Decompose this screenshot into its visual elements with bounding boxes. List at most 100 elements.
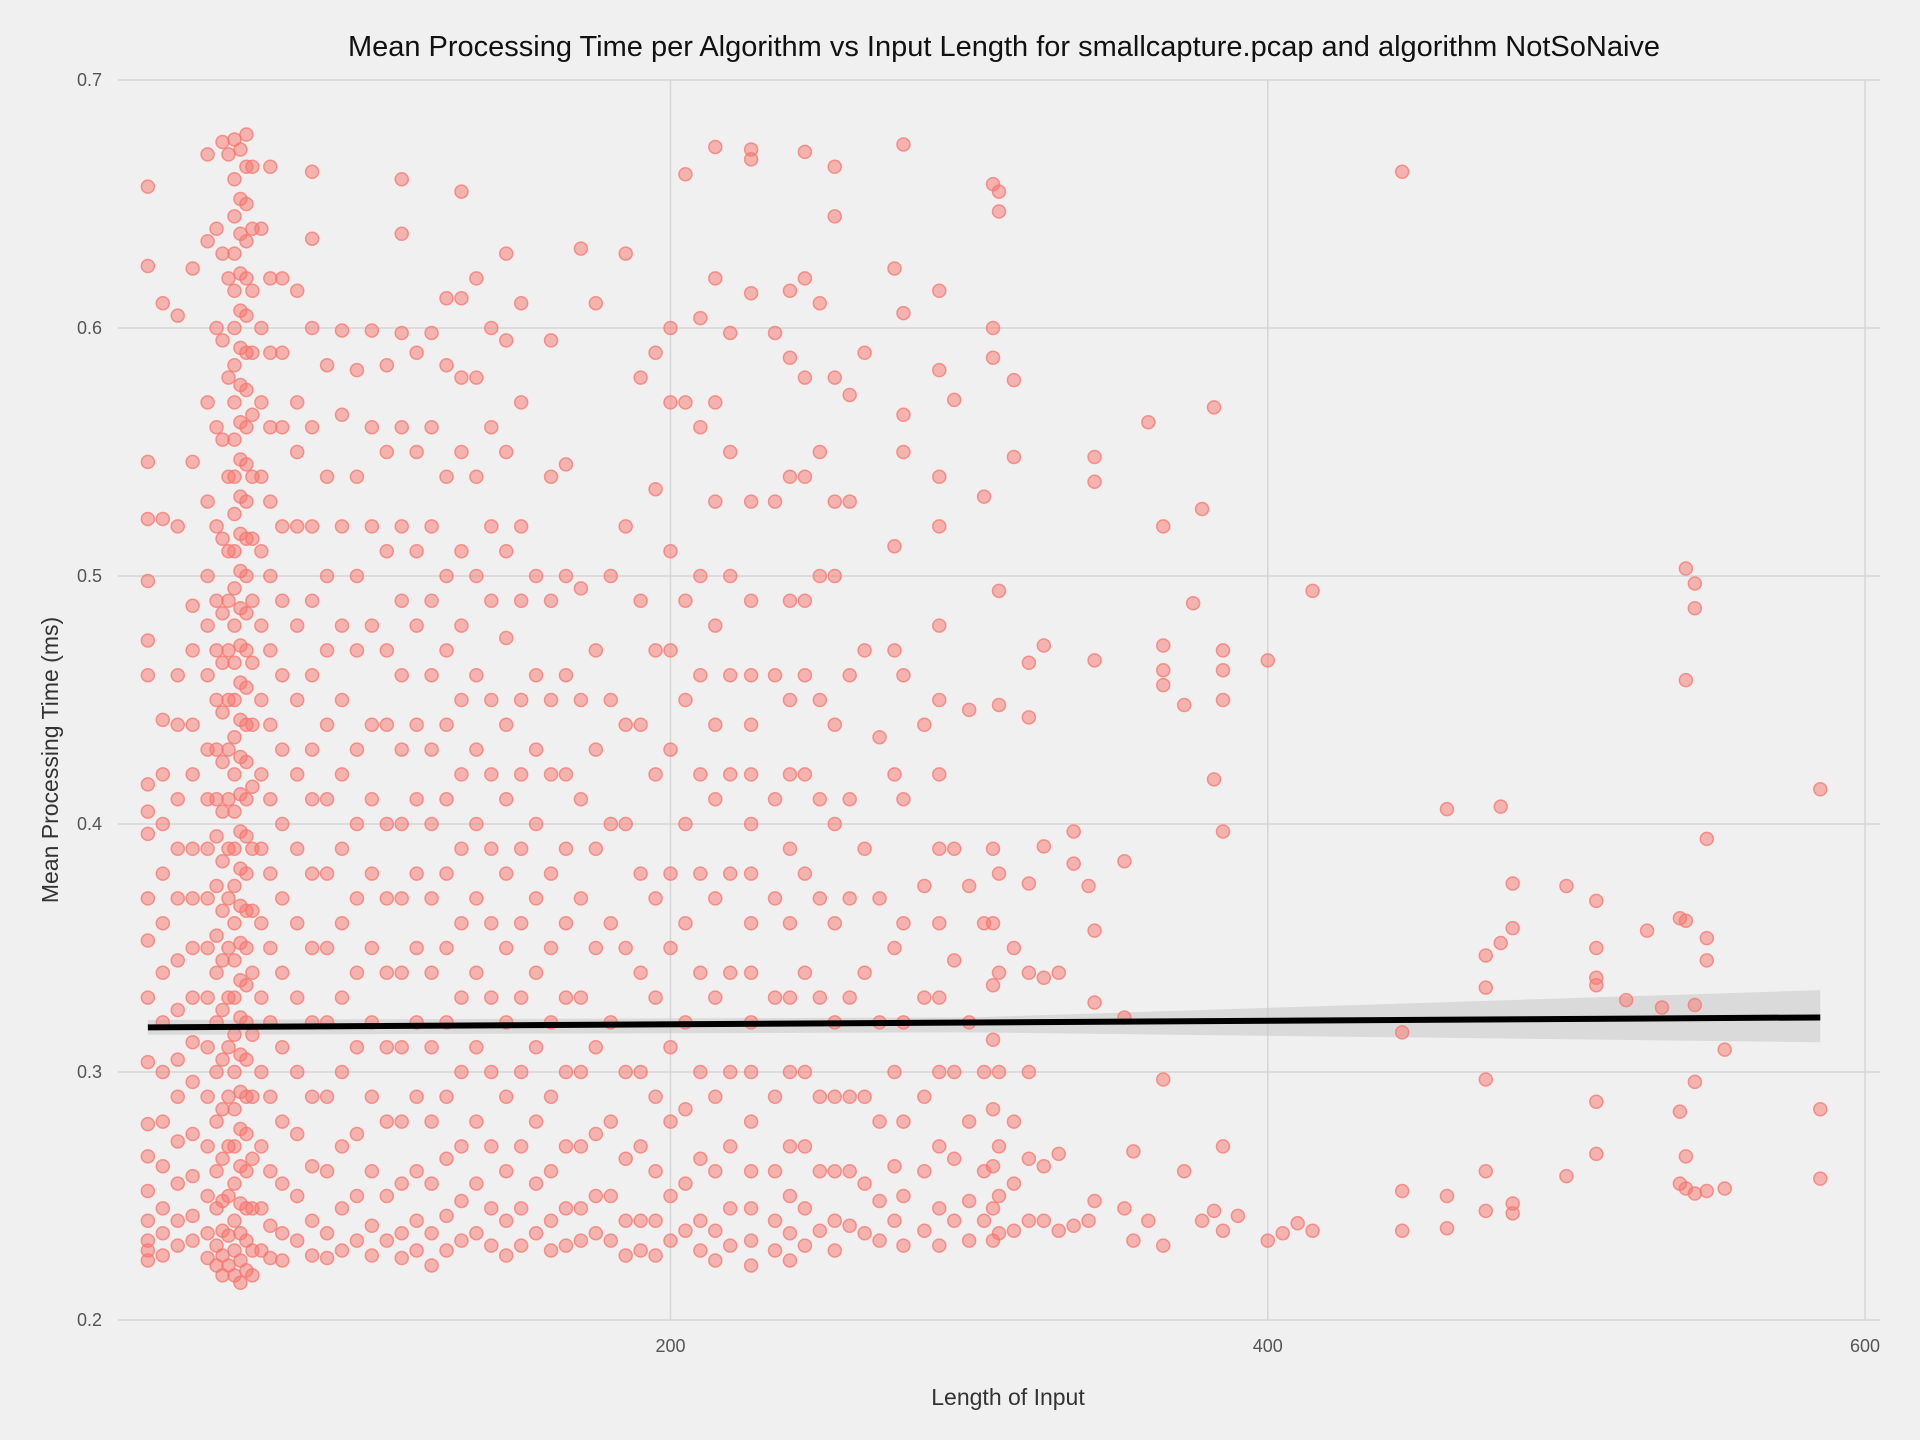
data-point — [170, 519, 185, 534]
data-point — [200, 891, 215, 906]
data-point — [424, 1039, 439, 1055]
data-point — [254, 221, 269, 237]
data-point — [394, 1176, 409, 1191]
data-point — [289, 841, 305, 857]
data-point — [663, 1188, 678, 1204]
data-point — [708, 1253, 723, 1268]
data-point — [932, 519, 947, 534]
data-point — [170, 1002, 185, 1018]
data-point — [155, 1158, 171, 1174]
data-point — [304, 320, 320, 336]
data-point — [1699, 831, 1715, 847]
data-point — [221, 1039, 236, 1055]
data-point — [185, 767, 200, 782]
data-point — [209, 643, 224, 658]
data-point — [1678, 1149, 1694, 1164]
data-point — [140, 826, 156, 842]
data-point — [439, 643, 454, 658]
data-point — [498, 246, 514, 261]
data-point — [304, 419, 320, 435]
data-point — [722, 1139, 738, 1154]
data-point — [743, 152, 759, 167]
data-point — [782, 1064, 798, 1080]
data-point — [254, 543, 269, 559]
data-point — [275, 891, 290, 906]
data-point — [227, 320, 242, 336]
data-point — [170, 1176, 185, 1191]
data-point — [797, 667, 813, 683]
data-point — [1036, 1158, 1052, 1174]
data-point — [1215, 692, 1231, 708]
data-point — [349, 965, 365, 981]
data-point — [573, 1139, 589, 1154]
data-point — [722, 325, 738, 341]
data-point — [1081, 1213, 1096, 1229]
data-point — [1206, 772, 1222, 787]
data-point — [991, 1225, 1007, 1241]
data-point — [227, 506, 242, 522]
data-point — [513, 1139, 529, 1154]
data-point — [200, 1225, 215, 1241]
data-point — [857, 1089, 872, 1105]
data-point — [797, 767, 813, 782]
data-point — [678, 816, 693, 832]
data-point — [484, 990, 499, 1005]
data-point — [394, 965, 409, 981]
data-point — [618, 1248, 633, 1263]
data-point — [961, 1193, 977, 1209]
data-point — [484, 915, 499, 931]
data-point — [409, 1213, 424, 1229]
data-point — [319, 866, 335, 881]
data-point — [1687, 1074, 1703, 1090]
data-point — [985, 977, 1001, 993]
data-point — [1021, 1064, 1037, 1080]
data-point — [239, 233, 254, 249]
data-point — [872, 891, 887, 906]
data-point — [209, 928, 224, 943]
data-point — [155, 965, 171, 981]
data-points — [140, 127, 1828, 1291]
data-point — [1006, 1223, 1022, 1238]
data-point — [932, 692, 947, 708]
data-point — [1478, 980, 1494, 995]
data-point — [221, 147, 236, 162]
data-point — [334, 767, 350, 782]
data-point — [304, 742, 320, 757]
data-point — [215, 134, 230, 150]
data-point — [409, 866, 424, 881]
data-point — [469, 469, 484, 485]
data-point — [946, 1213, 962, 1229]
data-point — [498, 1213, 514, 1229]
data-point — [708, 990, 723, 1005]
data-point — [304, 593, 320, 609]
data-point — [1036, 839, 1052, 854]
data-point — [239, 1052, 254, 1067]
data-point — [1813, 1171, 1828, 1186]
data-point — [782, 350, 798, 366]
data-point — [513, 990, 529, 1005]
data-point — [917, 1223, 932, 1238]
data-point — [1185, 596, 1201, 611]
data-point — [304, 1248, 320, 1263]
data-point — [439, 791, 454, 807]
data-point — [289, 395, 305, 410]
data-point — [140, 891, 156, 906]
data-point — [573, 1064, 589, 1080]
data-point — [708, 395, 723, 410]
data-point — [932, 1238, 947, 1253]
data-point — [722, 767, 738, 782]
data-point — [648, 345, 663, 361]
data-point — [439, 1089, 454, 1105]
data-point — [827, 1213, 842, 1229]
data-point — [289, 1188, 305, 1204]
data-point — [263, 159, 278, 175]
data-point — [588, 643, 604, 658]
data-point — [603, 915, 619, 931]
data-point — [782, 1139, 798, 1154]
data-point — [319, 469, 335, 485]
data-point — [743, 915, 759, 931]
data-point — [334, 915, 350, 931]
data-point — [263, 940, 278, 956]
data-point — [254, 841, 269, 857]
data-point — [1305, 1223, 1320, 1238]
